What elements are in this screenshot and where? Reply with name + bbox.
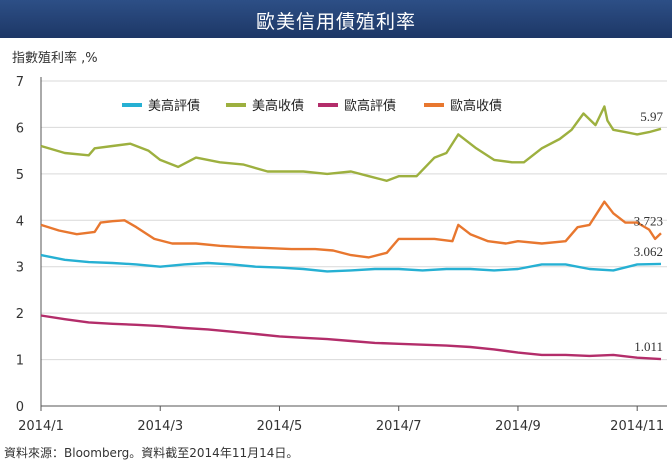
y-tick-label: 4 — [16, 214, 24, 229]
legend-swatch — [318, 103, 338, 107]
legend-swatch — [226, 103, 246, 107]
series-end-label: 3.723 — [634, 213, 663, 228]
x-tick-label: 2014/3 — [137, 419, 183, 434]
series-line — [40, 200, 662, 259]
series-line — [40, 105, 662, 183]
legend-label: 歐高收債 — [450, 98, 502, 114]
legend-label: 美高評債 — [148, 98, 200, 114]
y-tick-label: 6 — [16, 121, 24, 136]
legend-label: 美高收債 — [252, 98, 304, 114]
y-tick-label: 1 — [16, 354, 24, 369]
legend-label: 歐高評債 — [344, 98, 396, 114]
y-axis-label: 指數殖利率 ,% — [12, 50, 98, 66]
x-tick-label: 2014/9 — [495, 419, 541, 434]
series-end-label: 5.97 — [640, 109, 663, 124]
source-note: 資料來源：Bloomberg。資料截至2014年11月14日。 — [4, 446, 299, 460]
y-tick-label: 7 — [16, 75, 24, 90]
x-tick-label: 2014/7 — [376, 419, 422, 434]
series-end-label: 3.062 — [634, 244, 663, 259]
x-tick-label: 2014/5 — [257, 419, 303, 434]
series-line — [40, 253, 662, 273]
legend-swatch — [424, 103, 444, 107]
y-tick-label: 5 — [16, 168, 24, 183]
x-tick-label: 2014/11 — [610, 419, 664, 434]
page-title: 歐美信用債殖利率 — [255, 11, 416, 33]
series-line — [40, 314, 662, 361]
title-bar: 歐美信用債殖利率 — [0, 0, 672, 38]
series-end-label: 1.011 — [634, 339, 663, 354]
y-tick-label: 0 — [16, 400, 24, 415]
legend-swatch — [122, 103, 142, 107]
yield-line-chart: 指數殖利率 ,% 0 1 2 3 4 5 6 7 2014/1 2014/3 2014/5 2014/7… — [12, 50, 667, 434]
y-tick-label: 2 — [16, 307, 24, 322]
y-tick-label: 3 — [16, 261, 24, 276]
x-tick-label: 2014/1 — [18, 419, 64, 434]
